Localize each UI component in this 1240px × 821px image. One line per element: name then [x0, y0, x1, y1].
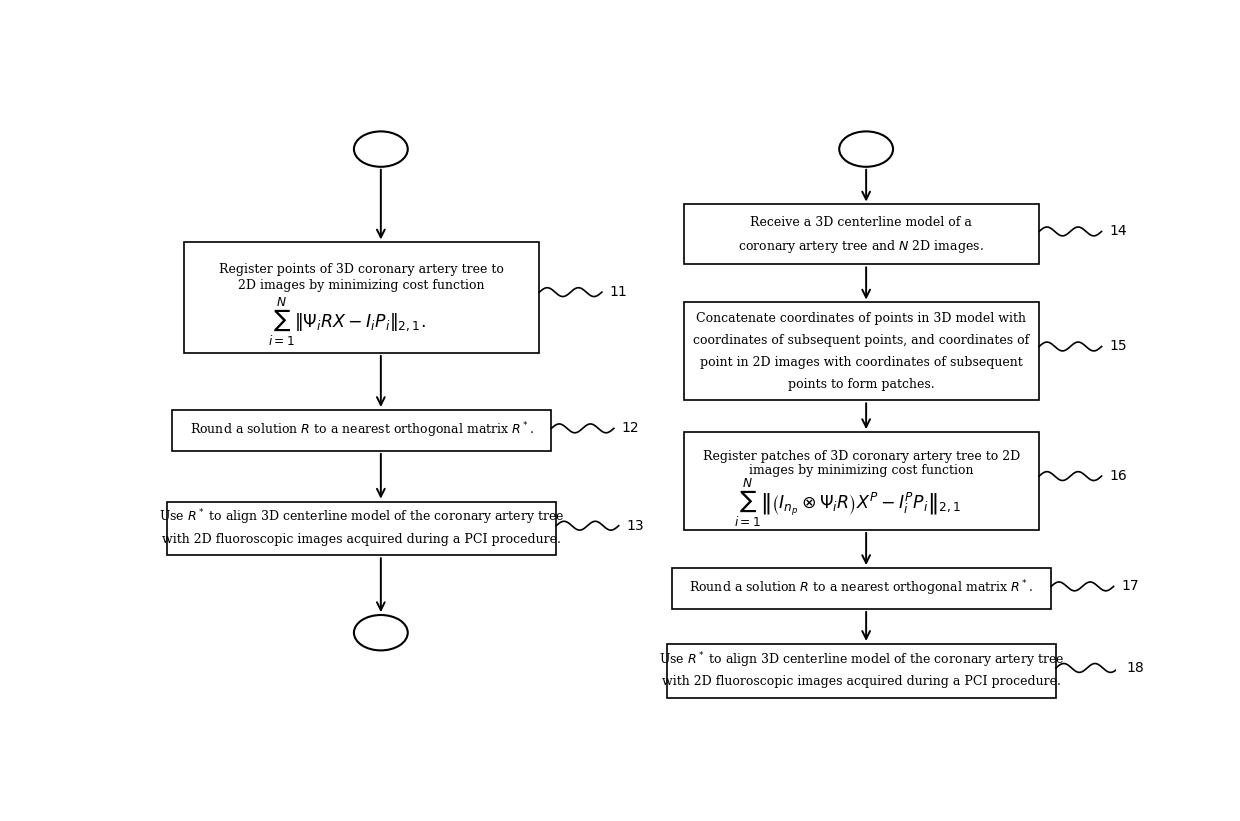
Text: $\sum_{i=1}^{N}\left\|\left(I_{n_p} \otimes \Psi_i R\right) X^P - I_i^P P_i\righ: $\sum_{i=1}^{N}\left\|\left(I_{n_p} \oti… — [734, 476, 961, 529]
Text: 17: 17 — [1121, 580, 1138, 594]
FancyBboxPatch shape — [167, 502, 557, 555]
Text: Register points of 3D coronary artery tree to: Register points of 3D coronary artery tr… — [219, 264, 503, 277]
Text: 13: 13 — [626, 519, 644, 533]
Text: 15: 15 — [1110, 340, 1127, 354]
Text: with 2D fluoroscopic images acquired during a PCI procedure.: with 2D fluoroscopic images acquired dur… — [162, 533, 560, 546]
FancyBboxPatch shape — [172, 410, 552, 451]
Text: Use $R^*$ to align 3D centerline model of the coronary artery tree: Use $R^*$ to align 3D centerline model o… — [658, 650, 1064, 670]
FancyBboxPatch shape — [683, 432, 1039, 530]
Text: 14: 14 — [1110, 224, 1127, 238]
Text: images by minimizing cost function: images by minimizing cost function — [749, 464, 973, 477]
Text: Receive a 3D centerline model of a: Receive a 3D centerline model of a — [750, 216, 972, 229]
Circle shape — [353, 131, 408, 167]
Text: coronary artery tree and $N$ 2D images.: coronary artery tree and $N$ 2D images. — [739, 238, 985, 255]
FancyBboxPatch shape — [683, 302, 1039, 401]
Circle shape — [839, 131, 893, 167]
Text: Concatenate coordinates of points in 3D model with: Concatenate coordinates of points in 3D … — [697, 312, 1027, 325]
FancyBboxPatch shape — [667, 644, 1056, 698]
Text: Round a solution $R$ to a nearest orthogonal matrix $R^*$.: Round a solution $R$ to a nearest orthog… — [190, 420, 533, 440]
Text: points to form patches.: points to form patches. — [789, 378, 935, 391]
Text: 18: 18 — [1126, 661, 1143, 675]
Text: Register patches of 3D coronary artery tree to 2D: Register patches of 3D coronary artery t… — [703, 450, 1021, 463]
Text: point in 2D images with coordinates of subsequent: point in 2D images with coordinates of s… — [699, 355, 1023, 369]
Text: Round a solution $R$ to a nearest orthogonal matrix $R^*$.: Round a solution $R$ to a nearest orthog… — [689, 579, 1033, 599]
Circle shape — [839, 754, 893, 790]
Text: 11: 11 — [610, 285, 627, 299]
Text: $\sum_{i=1}^{N}\|\Psi_i RX - I_i P_i\|_{2,1}.$: $\sum_{i=1}^{N}\|\Psi_i RX - I_i P_i\|_{… — [269, 296, 427, 348]
Text: coordinates of subsequent points, and coordinates of: coordinates of subsequent points, and co… — [693, 334, 1029, 347]
Text: Use $R^*$ to align 3D centerline model of the coronary artery tree: Use $R^*$ to align 3D centerline model o… — [159, 508, 564, 527]
FancyBboxPatch shape — [184, 242, 539, 353]
FancyBboxPatch shape — [683, 204, 1039, 264]
Text: 12: 12 — [621, 421, 639, 435]
Text: 16: 16 — [1110, 469, 1127, 483]
FancyBboxPatch shape — [672, 568, 1052, 609]
Circle shape — [353, 615, 408, 650]
Text: with 2D fluoroscopic images acquired during a PCI procedure.: with 2D fluoroscopic images acquired dur… — [662, 675, 1060, 688]
Text: 2D images by minimizing cost function: 2D images by minimizing cost function — [238, 279, 485, 292]
